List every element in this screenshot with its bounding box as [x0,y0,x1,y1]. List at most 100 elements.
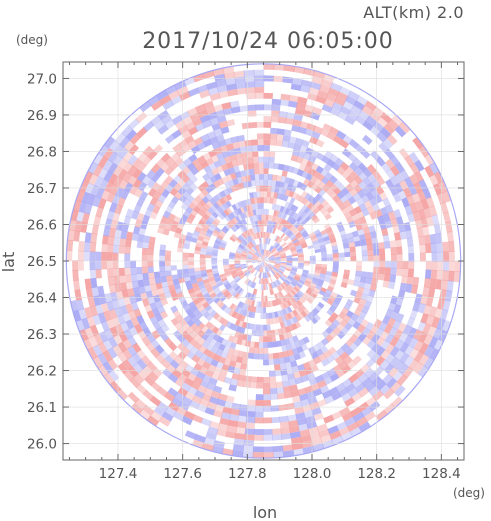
radar-cell [254,271,259,277]
radar-cell [197,384,207,394]
radar-cell [147,149,158,161]
radar-cell [242,212,248,219]
radar-cell [219,230,227,236]
radar-cell [178,238,186,245]
radar-cell [373,248,380,256]
radar-cell [369,230,378,239]
radar-cell [274,253,280,257]
radar-cell [335,382,346,392]
radar-cell [173,355,184,365]
radar-cell [425,196,435,208]
radar-cell [140,221,148,230]
radar-cell [256,265,261,271]
radar-cell [365,115,378,127]
radar-cell [286,276,293,282]
radar-cell [304,215,312,223]
radar-cell [418,331,428,344]
radar-cell [288,291,295,298]
radar-cell [202,70,215,79]
radar-cell [424,165,435,178]
radar-cell [88,335,99,348]
radar-cell [263,232,266,238]
radar-cell [264,237,267,244]
radar-cell [188,271,196,277]
radar-cell [240,263,247,266]
radar-cell [201,393,212,402]
radar-cell [262,428,273,435]
radar-cell [231,449,244,458]
radar-cell [280,265,286,269]
radar-cell [234,202,241,210]
radar-cell [300,79,313,88]
radar-cell [241,122,251,130]
radar-cell [208,377,218,386]
radar-cell [200,250,207,255]
radar-cell [239,105,249,113]
radar-cell [306,123,316,132]
radar-cell [202,213,210,221]
radar-cell [254,288,258,296]
radar-cell [172,143,183,153]
radar-cell [205,335,213,344]
radar-cell [277,351,284,359]
radar-cell [134,323,143,334]
radar-cell [310,317,318,325]
radar-cell [337,111,349,121]
radar-cell [280,218,285,225]
radar-cell [264,249,267,256]
radar-cell [294,301,300,309]
radar-cell [324,213,332,221]
radar-cell [257,265,261,272]
radar-cell [175,314,184,323]
radar-cell [195,311,204,320]
radar-cell [269,258,275,261]
radar-cell [331,391,342,401]
radar-cell [280,262,287,265]
radar-cell [276,286,281,293]
radar-cell [274,364,281,371]
radar-cell [284,236,290,242]
radar-cell [89,242,97,253]
radar-cell [379,127,392,139]
radar-cell [375,156,386,167]
radar-cell [294,321,302,329]
radar-cell [320,229,328,236]
radar-cell [274,256,281,259]
radar-cell [185,206,194,214]
radar-cell [286,112,296,120]
radar-cell [284,201,290,209]
radar-cell [221,150,230,159]
radar-cell [437,251,444,262]
radar-cell [304,192,312,201]
radar-cell [307,202,315,210]
radar-cell [283,391,293,399]
radar-cell [285,265,292,269]
radar-cell [414,218,423,230]
radar-cell [321,103,333,113]
x-axis-unit: (deg) [453,486,485,500]
radar-cell [136,349,147,360]
radar-cell [251,150,259,158]
radar-cell [315,232,322,238]
radar-cell [446,231,454,243]
radar-cell [366,339,377,350]
radar-cell [148,242,155,250]
radar-cell [234,276,241,282]
radar-cell [276,245,282,251]
radar-cell [100,320,110,332]
radar-cell [269,261,276,263]
radar-cell [201,340,210,349]
radar-cell [281,327,287,334]
radar-cell [382,213,391,223]
radar-cell [77,260,84,271]
radar-cell [206,271,214,277]
radar-cell [238,272,245,277]
radar-cell [268,263,274,268]
radar-cell [263,121,272,128]
radar-cell [343,199,352,208]
radar-cell [416,227,424,238]
radar-cell [95,206,104,218]
radar-cell [263,249,265,256]
radar-cell [252,255,259,259]
radar-cell [228,384,237,392]
